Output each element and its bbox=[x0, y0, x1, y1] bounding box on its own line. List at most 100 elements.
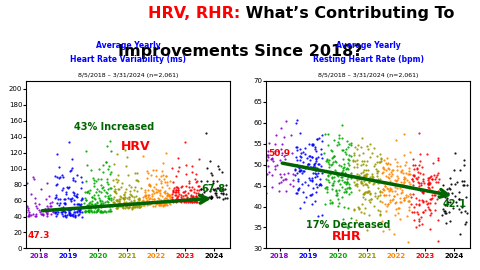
Point bbox=[162, 151, 169, 155]
Point bbox=[29, 175, 37, 179]
Point bbox=[397, 168, 405, 173]
Point bbox=[180, 198, 188, 202]
Point bbox=[70, 207, 78, 211]
Point bbox=[187, 188, 195, 192]
Point bbox=[177, 185, 184, 189]
Point bbox=[120, 192, 128, 197]
Point bbox=[85, 201, 93, 205]
Point bbox=[362, 190, 370, 194]
Point bbox=[202, 131, 210, 136]
Point bbox=[180, 197, 187, 201]
Point bbox=[156, 201, 164, 205]
Point bbox=[213, 193, 220, 198]
Point bbox=[366, 191, 374, 195]
Point bbox=[354, 143, 361, 147]
Point bbox=[109, 203, 117, 207]
Point bbox=[392, 178, 399, 183]
Point bbox=[384, 166, 392, 170]
Point bbox=[168, 198, 176, 202]
Point bbox=[59, 209, 67, 213]
Point bbox=[165, 193, 172, 197]
Point bbox=[316, 177, 324, 181]
Point bbox=[398, 183, 406, 188]
Point bbox=[282, 118, 290, 123]
Point bbox=[69, 176, 77, 180]
Point bbox=[338, 171, 346, 176]
Point bbox=[425, 176, 432, 180]
Point bbox=[86, 200, 94, 204]
Point bbox=[456, 232, 464, 236]
Point bbox=[303, 156, 311, 160]
Point bbox=[346, 185, 353, 189]
Point bbox=[360, 192, 368, 197]
Point bbox=[382, 184, 389, 188]
Point bbox=[328, 183, 336, 188]
Point bbox=[208, 193, 216, 198]
Point bbox=[264, 153, 272, 157]
Point bbox=[335, 142, 342, 146]
Point bbox=[321, 169, 328, 173]
Point bbox=[281, 177, 289, 182]
Point bbox=[373, 160, 381, 165]
Point bbox=[222, 183, 230, 188]
Point bbox=[90, 178, 97, 182]
Point bbox=[333, 188, 340, 192]
Point bbox=[382, 184, 389, 188]
Point bbox=[90, 181, 98, 185]
Point bbox=[430, 173, 437, 177]
Point bbox=[105, 196, 112, 201]
Point bbox=[346, 186, 354, 191]
Point bbox=[299, 190, 307, 194]
Point bbox=[165, 193, 172, 198]
Point bbox=[461, 222, 469, 226]
Point bbox=[121, 190, 129, 194]
Point bbox=[415, 180, 422, 184]
Point bbox=[432, 193, 439, 197]
Point bbox=[376, 212, 384, 216]
Point bbox=[439, 213, 446, 217]
Point bbox=[182, 163, 190, 167]
Point bbox=[136, 205, 144, 209]
Point bbox=[372, 179, 380, 183]
Point bbox=[172, 188, 180, 192]
Point bbox=[174, 198, 181, 202]
Point bbox=[53, 201, 61, 205]
Point bbox=[71, 213, 79, 217]
Point bbox=[391, 183, 399, 188]
Point bbox=[391, 185, 399, 190]
Point bbox=[179, 184, 186, 188]
Point bbox=[421, 208, 429, 212]
Point bbox=[426, 181, 434, 185]
Point bbox=[204, 179, 211, 183]
Point bbox=[295, 166, 303, 170]
Point bbox=[405, 179, 413, 184]
Point bbox=[129, 194, 136, 198]
Point bbox=[106, 139, 113, 143]
Point bbox=[446, 200, 454, 204]
Point bbox=[372, 191, 379, 195]
Point bbox=[156, 193, 164, 197]
Point bbox=[61, 212, 69, 217]
Point bbox=[53, 212, 61, 216]
Point bbox=[371, 181, 378, 185]
Point bbox=[51, 211, 59, 215]
Point bbox=[360, 159, 368, 164]
Point bbox=[376, 189, 384, 193]
Point bbox=[117, 185, 124, 190]
Point bbox=[369, 182, 377, 186]
Point bbox=[81, 205, 88, 209]
Point bbox=[103, 160, 110, 165]
Point bbox=[119, 202, 127, 207]
Point bbox=[119, 202, 126, 206]
Point bbox=[380, 193, 388, 197]
Point bbox=[328, 156, 336, 160]
Point bbox=[162, 174, 170, 178]
Point bbox=[109, 197, 117, 201]
Point bbox=[163, 191, 170, 195]
Point bbox=[428, 189, 435, 194]
Point bbox=[419, 172, 426, 176]
Point bbox=[149, 203, 156, 208]
Point bbox=[104, 180, 111, 184]
Point bbox=[131, 171, 139, 176]
Point bbox=[122, 204, 130, 208]
